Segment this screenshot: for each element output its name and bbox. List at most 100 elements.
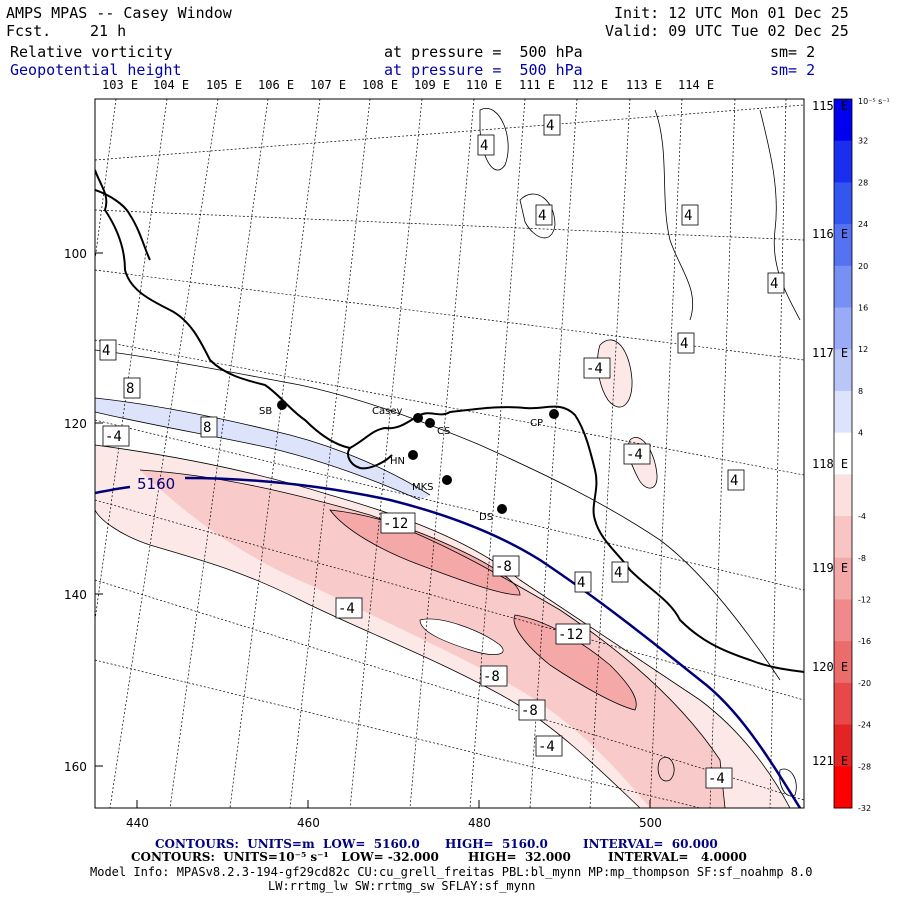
- svg-text:113 E: 113 E: [626, 78, 662, 92]
- svg-text:120 E: 120 E: [812, 660, 848, 674]
- colorbar-tick-label: 28: [858, 178, 868, 187]
- footer-height-interval: INTERVAL= 60.000: [583, 837, 718, 851]
- contour-labels: 4 4 4 4 4 4 4 4 4 4 8 8 -4 -4 -4 -4 -4 -…: [99, 114, 785, 789]
- colorbar-tick-label: 32: [858, 137, 868, 146]
- colorbar-tick-label: -24: [858, 721, 871, 730]
- colorbar-segment: [834, 724, 852, 767]
- svg-text:4: 4: [102, 343, 110, 359]
- y-tick-140: 140: [64, 588, 87, 602]
- y-tick-120: 120: [64, 417, 87, 431]
- station-markers: [277, 400, 559, 514]
- colorbar-tick-label: -8: [858, 554, 866, 563]
- svg-text:117 E: 117 E: [812, 346, 848, 360]
- colorbar-tick-label: -16: [858, 637, 871, 646]
- colorbar-segment: [834, 307, 852, 350]
- svg-text:108 E: 108 E: [362, 78, 398, 92]
- svg-text:4: 4: [546, 118, 554, 134]
- svg-text:115 E: 115 E: [812, 99, 848, 113]
- svg-text:107 E: 107 E: [310, 78, 346, 92]
- y-tick-100: 100: [64, 247, 87, 261]
- footer-height-contours: CONTOURS: UNITS=m LOW= 5160.0: [155, 837, 420, 851]
- colorbar-tick-label: -12: [858, 595, 871, 604]
- svg-text:-4: -4: [626, 447, 643, 463]
- svg-text:109 E: 109 E: [414, 78, 450, 92]
- x-tick-480: 480: [468, 816, 491, 830]
- svg-text:121 E: 121 E: [812, 754, 848, 768]
- axis-ticks: [95, 252, 651, 808]
- field2-name: Geopotential height: [10, 61, 182, 79]
- field1-name: Relative vorticity: [10, 43, 173, 61]
- station-cs: [425, 418, 435, 428]
- station-label-sb: SB: [259, 406, 272, 417]
- graticule: [95, 99, 804, 808]
- colorbar-tick-label: -32: [858, 804, 871, 813]
- station-label-hn: HN: [390, 456, 405, 467]
- svg-text:8: 8: [126, 381, 134, 397]
- colorbar-segment: [834, 182, 852, 225]
- vorticity-shade-minus12b: [514, 615, 637, 710]
- colorbar-segment: [834, 641, 852, 684]
- station-label-cp: CP: [530, 418, 543, 429]
- map-fields: SB Casey CS CP HN MKS DS 4 4 4 4 4 4 4 4…: [95, 99, 804, 808]
- svg-text:4: 4: [684, 208, 692, 224]
- colorbar-tick-label: 20: [858, 262, 868, 271]
- field1-smoothing: sm= 2: [770, 43, 816, 61]
- footer-physics-info: LW:rrtmg_lw SW:rrtmg_sw SFLAY:sf_mynn: [268, 879, 536, 893]
- forecast-label: Fcst.: [6, 22, 52, 40]
- svg-text:-12: -12: [558, 627, 583, 643]
- svg-text:-8: -8: [495, 559, 512, 575]
- svg-text:103 E: 103 E: [102, 78, 138, 92]
- x-tick-440: 440: [126, 816, 149, 830]
- footer-vorticity-interval: INTERVAL= 4.0000: [608, 850, 747, 864]
- station-label-casey: Casey: [372, 406, 402, 417]
- svg-text:4: 4: [577, 575, 585, 591]
- svg-text:116 E: 116 E: [812, 227, 848, 241]
- svg-text:118 E: 118 E: [812, 457, 848, 471]
- svg-text:4: 4: [538, 208, 546, 224]
- station-label-mks: MKS: [412, 482, 434, 493]
- longitude-labels-top: 103 E 104 E 105 E 106 E 107 E 108 E 109 …: [102, 78, 714, 92]
- svg-text:-4: -4: [708, 771, 725, 787]
- svg-text:-4: -4: [105, 429, 122, 445]
- colorbar-segment: [834, 557, 852, 600]
- colorbar-tick-label: -28: [858, 762, 871, 771]
- height-contour-label: 5160: [137, 475, 175, 493]
- colorbar-segment: [834, 140, 852, 183]
- colorbar-segment: [834, 599, 852, 642]
- forecast-hour: 21 h: [90, 22, 127, 40]
- station-hn: [408, 450, 418, 460]
- station-mks: [442, 475, 452, 485]
- svg-text:111 E: 111 E: [519, 78, 555, 92]
- svg-text:4: 4: [480, 138, 488, 154]
- colorbar-unit: 10⁻⁵ s⁻¹: [858, 97, 890, 106]
- longitude-labels-right: 115 E 116 E 117 E 118 E 119 E 120 E 121 …: [812, 99, 848, 768]
- x-tick-460: 460: [297, 816, 320, 830]
- colorbar-segment: [834, 474, 852, 517]
- colorbar-segment: [834, 432, 852, 475]
- colorbar-segment: [834, 390, 852, 434]
- svg-text:106 E: 106 E: [258, 78, 294, 92]
- station-sb: [277, 400, 287, 410]
- svg-text:-4: -4: [586, 361, 603, 377]
- footer-height-high: HIGH= 5160.0: [445, 837, 548, 851]
- svg-text:-12: -12: [383, 516, 408, 532]
- valid-time: Valid: 09 UTC Tue 02 Dec 25: [605, 22, 849, 40]
- colorbar-tick-label: -4: [858, 512, 866, 521]
- field2-smoothing: sm= 2: [770, 61, 816, 79]
- station-cp: [549, 409, 559, 419]
- colorbar-tick-label: 12: [858, 345, 868, 354]
- svg-text:114 E: 114 E: [678, 78, 714, 92]
- colorbar-segment: [834, 224, 852, 267]
- colorbar-tick-label: 24: [858, 220, 868, 229]
- colorbar-segment: [834, 349, 852, 392]
- colorbar-tick-label: -20: [858, 679, 871, 688]
- svg-text:105 E: 105 E: [206, 78, 242, 92]
- colorbar-segment: [834, 516, 852, 559]
- y-tick-160: 160: [64, 760, 87, 774]
- svg-text:-4: -4: [538, 739, 555, 755]
- vorticity-shade-plus8: [95, 398, 430, 500]
- station-casey: [413, 413, 423, 423]
- svg-text:4: 4: [770, 276, 778, 292]
- field2-level: at pressure = 500 hPa: [384, 61, 583, 79]
- svg-text:-8: -8: [521, 703, 538, 719]
